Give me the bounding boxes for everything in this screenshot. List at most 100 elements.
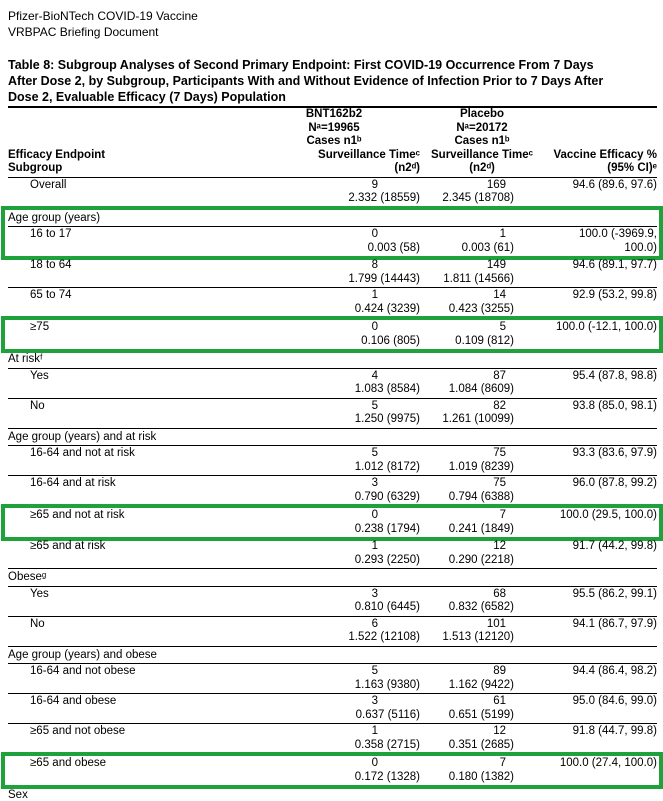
bnt-header-n: Nᵃ=19965 — [308, 121, 360, 134]
placebo-surveillance-value: 1.513 (12120) — [442, 631, 514, 643]
ve-value: 100.0 (-12.1, 100.0) — [555, 321, 657, 333]
ve-cell: 93.3 (83.6, 97.9) — [514, 447, 657, 474]
highlight-box: ≥65 and not at risk 0 0.238 (1794) 7 0.241 (… — [1, 504, 663, 541]
placebo-cell: 149 1.811 (14566) — [420, 259, 514, 286]
section-label: At riskᶠ — [8, 353, 43, 365]
bnt-surveillance-value: 0.238 (1794) — [354, 522, 420, 535]
highlight-box: Age group (years) 16 to 17 0 0.003 (58) 1 0.0… — [1, 205, 663, 260]
subgroup-label: No — [30, 617, 45, 630]
placebo-surveillance-value: 0.794 (6388) — [448, 490, 514, 503]
bnt-cases-value: 4 — [371, 369, 378, 382]
section-label: Sex — [8, 789, 28, 801]
placebo-header-name: Placebo — [459, 108, 505, 120]
ve-cell: 95.0 (84.6, 99.0) — [514, 695, 657, 722]
ve-cell: 94.1 (86.7, 97.9) — [514, 618, 657, 645]
ve-cell: 95.4 (87.8, 98.8) — [514, 370, 657, 397]
placebo-surveillance-value: 1.084 (8609) — [448, 383, 514, 395]
bnt-cell: 6 1.522 (12108) — [248, 618, 420, 645]
bnt-surveillance-value: 0.810 (6445) — [354, 601, 420, 613]
placebo-surveillance-value: 0.241 (1849) — [448, 522, 514, 535]
bnt-cases-value: 6 — [371, 617, 378, 630]
ve-value: 94.6 (89.6, 97.6) — [572, 178, 657, 191]
bnt-cases-value: 5 — [371, 447, 378, 459]
placebo-cases-value: 61 — [493, 695, 506, 707]
bnt-surveillance-value: 1.799 (14443) — [348, 272, 420, 285]
placebo-surveillance-value: 0.290 (2218) — [448, 553, 514, 566]
placebo-cell: 14 0.423 (3255) — [420, 289, 514, 316]
ve-value: 96.0 (87.8, 99.2) — [572, 477, 657, 489]
table-section-row: Sex — [8, 787, 657, 801]
bnt-cell: 0 0.238 (1794) — [248, 509, 420, 536]
ve-value: 95.4 (87.8, 98.8) — [572, 369, 657, 382]
section-label: Age group (years) and at risk — [8, 430, 157, 443]
bnt-header-cases: Cases n1ᵇ — [306, 135, 362, 147]
placebo-cases-value: 12 — [493, 725, 506, 737]
table-section-row: Age group (years) and at risk — [8, 429, 657, 446]
subgroup-label: 16-64 and obese — [30, 695, 117, 707]
subgroup-label: 65 to 74 — [30, 289, 72, 301]
placebo-header-cases: Cases n1ᵇ — [454, 135, 510, 147]
bnt-cell: 3 0.790 (6329) — [248, 477, 420, 504]
highlight-box: ≥65 and obese 0 0.172 (1328) 7 0.180 (1382) 1… — [1, 752, 663, 789]
bnt-surveillance-value: 1.522 (12108) — [348, 631, 420, 643]
placebo-surveillance-value: 0.423 (3255) — [448, 302, 514, 315]
bnt-cell: 8 1.799 (14443) — [248, 259, 420, 286]
bnt-header-n2: (n2ᵈ) — [394, 162, 420, 174]
bnt-cases-value: 0 — [371, 757, 378, 769]
placebo-surveillance-value: 0.351 (2685) — [448, 738, 514, 751]
placebo-cases-value: 75 — [493, 447, 506, 459]
placebo-cases-value: 1 — [499, 228, 506, 240]
table-row: 65 to 74 1 0.424 (3239) 14 0.423 (3255) 92.9 … — [8, 288, 657, 318]
ve-cell: 100.0 (-3969.9, 100.0) — [514, 228, 657, 255]
placebo-cases-value: 82 — [493, 399, 506, 412]
table-row: No 5 1.250 (9975) 82 1.261 (10099) 93.8 (85.0… — [8, 399, 657, 429]
bnt-cell: 5 1.163 (9380) — [248, 665, 420, 692]
subgroup-label: ≥65 and obese — [30, 757, 107, 769]
ve-cell: 96.0 (87.8, 99.2) — [514, 477, 657, 504]
stub-header-line2: Subgroup — [8, 162, 63, 174]
placebo-cell: 82 1.261 (10099) — [420, 400, 514, 427]
bnt-cases-value: 0 — [371, 228, 378, 240]
subgroup-label: Yes — [30, 369, 49, 382]
bnt-cases-value: 1 — [371, 289, 378, 301]
subgroup-label: 16 to 17 — [30, 228, 72, 240]
bnt-surveillance-value: 0.172 (1328) — [354, 770, 420, 783]
table-section-row: At riskᶠ — [8, 351, 657, 369]
subgroup-label: 16-64 and at risk — [30, 477, 116, 489]
subgroup-label: 18 to 64 — [30, 259, 72, 271]
subgroup-label: ≥75 — [30, 321, 50, 333]
ve-value: 91.7 (44.2, 99.8) — [572, 540, 657, 552]
ve-cell: 94.6 (89.6, 97.6) — [514, 179, 657, 206]
subgroup-label: 16-64 and not at risk — [30, 447, 135, 459]
bnt-cell: 9 2.332 (18559) — [248, 179, 420, 206]
bnt-cell: 0 0.106 (805) — [248, 321, 420, 348]
placebo-header-n: Nᵃ=20172 — [456, 121, 508, 134]
placebo-cell: 7 0.241 (1849) — [420, 509, 514, 536]
table-row: No 6 1.522 (12108) 101 1.513 (12120) 94.1 (86… — [8, 617, 657, 647]
table-title: Table 8: Subgroup Analyses of Second Pri… — [8, 58, 604, 104]
bnt-surveillance-value: 1.012 (8172) — [354, 460, 420, 473]
ve-value: 94.1 (86.7, 97.9) — [572, 617, 657, 630]
bnt-surveillance-value: 1.083 (8584) — [354, 383, 420, 395]
ve-value: 91.8 (44.7, 99.8) — [572, 725, 657, 737]
placebo-surveillance-value: 2.345 (18708) — [442, 192, 514, 204]
bnt-cell: 0 0.172 (1328) — [248, 757, 420, 784]
document-header: Pfizer-BioNTech COVID-19 Vaccine VRBPAC … — [8, 8, 657, 40]
placebo-surveillance-value: 0.832 (6582) — [448, 601, 514, 613]
ve-cell: 100.0 (27.4, 100.0) — [514, 757, 657, 784]
title-rule — [8, 106, 657, 108]
bnt-surveillance-value: 2.332 (18559) — [348, 192, 420, 204]
placebo-cell: 5 0.109 (812) — [420, 321, 514, 348]
subgroup-label: ≥65 and not obese — [30, 725, 126, 737]
placebo-surveillance-value: 0.651 (5199) — [448, 708, 514, 721]
bnt-cases-value: 5 — [371, 665, 378, 677]
placebo-cases-value: 7 — [499, 509, 506, 521]
bnt-column-header: BNT162b2 Nᵃ=19965 Cases n1ᵇ Surveillance… — [248, 108, 420, 176]
ve-cell: 92.9 (53.2, 99.8) — [514, 289, 657, 316]
ve-value: 100.0 (29.5, 100.0) — [559, 509, 657, 521]
placebo-header-surveillance: Surveillance Timeᶜ — [431, 148, 533, 161]
table-row: ≥65 and not at risk 0 0.238 (1794) 7 0.241 (… — [8, 508, 657, 537]
bnt-cell: 5 1.012 (8172) — [248, 447, 420, 474]
placebo-cell: 7 0.180 (1382) — [420, 757, 514, 784]
